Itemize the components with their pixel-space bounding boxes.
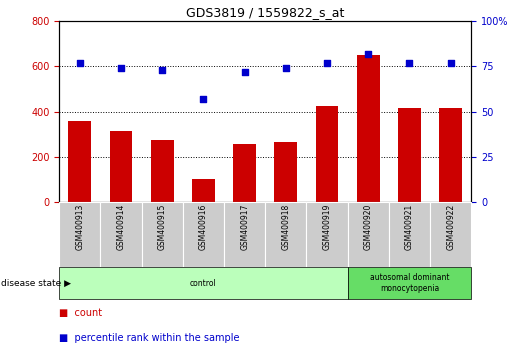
Text: GSM400918: GSM400918: [281, 204, 290, 250]
Point: [199, 96, 208, 102]
Bar: [192, 179, 215, 202]
Point: [405, 60, 414, 65]
Text: GSM400921: GSM400921: [405, 204, 414, 250]
Bar: [316, 106, 338, 202]
Bar: [357, 55, 380, 202]
Text: ■  count: ■ count: [59, 308, 102, 318]
Text: disease state ▶: disease state ▶: [1, 279, 71, 288]
Text: autosomal dominant
monocytopenia: autosomal dominant monocytopenia: [370, 274, 449, 293]
Bar: [110, 131, 132, 202]
Text: GSM400916: GSM400916: [199, 204, 208, 250]
Text: GSM400917: GSM400917: [240, 204, 249, 250]
Bar: [59, 202, 100, 267]
Text: GSM400919: GSM400919: [322, 204, 332, 250]
Bar: [398, 108, 421, 202]
Bar: [265, 202, 306, 267]
Bar: [233, 144, 256, 202]
Point: [117, 65, 125, 71]
Bar: [430, 202, 471, 267]
Point: [76, 60, 84, 65]
Point: [282, 65, 290, 71]
Bar: [306, 202, 348, 267]
Point: [158, 67, 166, 73]
Text: GSM400914: GSM400914: [116, 204, 126, 250]
Bar: [100, 202, 142, 267]
Point: [364, 51, 372, 57]
Bar: [348, 202, 389, 267]
Bar: [274, 142, 297, 202]
Text: GSM400913: GSM400913: [75, 204, 84, 250]
Text: GSM400920: GSM400920: [364, 204, 373, 250]
Point: [447, 60, 455, 65]
Bar: [151, 140, 174, 202]
Point: [323, 60, 331, 65]
Text: ■  percentile rank within the sample: ■ percentile rank within the sample: [59, 333, 239, 343]
Bar: [224, 202, 265, 267]
Bar: [389, 202, 430, 267]
Bar: [348, 267, 471, 299]
Text: GSM400915: GSM400915: [158, 204, 167, 250]
Text: control: control: [190, 279, 217, 288]
Bar: [59, 267, 348, 299]
Point: [241, 69, 249, 75]
Bar: [439, 108, 462, 202]
Bar: [142, 202, 183, 267]
Text: GSM400922: GSM400922: [446, 204, 455, 250]
Bar: [68, 120, 91, 202]
Bar: [183, 202, 224, 267]
Title: GDS3819 / 1559822_s_at: GDS3819 / 1559822_s_at: [186, 6, 345, 19]
